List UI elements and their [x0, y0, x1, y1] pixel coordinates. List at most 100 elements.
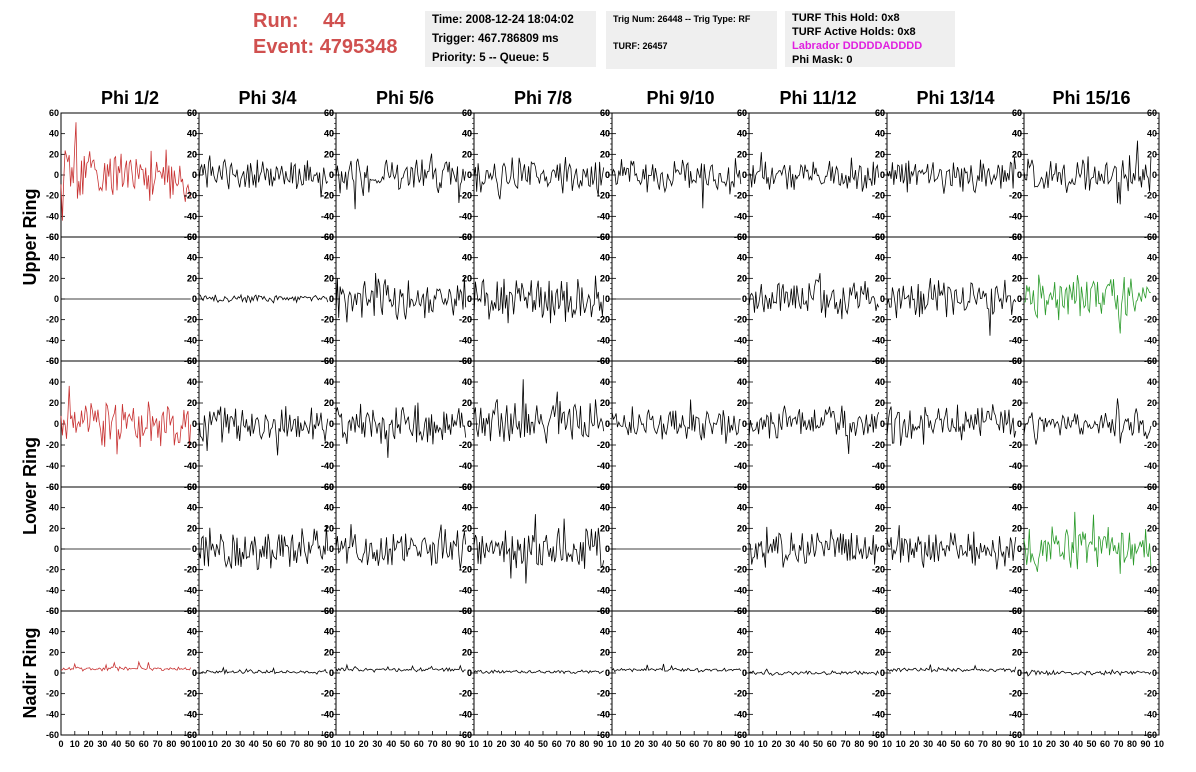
y-tick-label: 0: [329, 419, 334, 429]
y-tick-label: 0: [742, 294, 747, 304]
waveform-trace: [60, 385, 192, 455]
x-tick-label: 80: [579, 739, 589, 749]
y-tick-label: 0: [467, 294, 472, 304]
y-tick-label: 60: [737, 108, 747, 118]
y-tick-label: -20: [734, 689, 747, 699]
y-tick-label: 40: [737, 627, 747, 637]
y-tick-label: 0: [192, 294, 197, 304]
y-tick-label: 60: [737, 482, 747, 492]
y-tick-label: 20: [49, 523, 59, 533]
x-tick-label: 10: [345, 739, 355, 749]
y-tick-label: -20: [734, 689, 747, 699]
x-tick-label: 90: [180, 739, 190, 749]
x-tick-label: 90: [593, 739, 603, 749]
y-tick-label: -40: [597, 585, 610, 595]
y-tick-label: 60: [324, 482, 334, 492]
waveform-trace: [748, 668, 880, 676]
y-tick-label: 20: [462, 523, 472, 533]
y-tick-label: 60: [875, 482, 885, 492]
y-tick-label: 40: [1012, 627, 1022, 637]
y-tick-label: 60: [187, 356, 197, 366]
y-tick-label: 20: [324, 273, 334, 283]
y-tick-label: 20: [875, 398, 885, 408]
y-tick-label: 20: [875, 149, 885, 159]
y-tick-label: -40: [321, 585, 334, 595]
phi-column-title: Phi 5/6: [376, 88, 434, 108]
x-tick-label: 90: [868, 739, 878, 749]
y-tick-label: -20: [46, 191, 59, 201]
y-tick-label: -20: [184, 315, 197, 325]
y-tick-label: 40: [462, 377, 472, 387]
y-tick-label: 0: [329, 170, 334, 180]
y-tick-label: -20: [597, 689, 610, 699]
y-tick-label: 20: [1012, 523, 1022, 533]
y-tick-label: 20: [1012, 149, 1022, 159]
waveform-trace: [1023, 140, 1152, 205]
y-tick-label: 20: [324, 523, 334, 533]
y-tick-label: 20: [600, 273, 610, 283]
y-tick-label: 0: [467, 294, 472, 304]
y-tick-label: 20: [1012, 647, 1022, 657]
y-tick-label: -40: [321, 211, 334, 221]
waveform-trace: [886, 664, 1017, 673]
y-tick-label: -40: [321, 211, 334, 221]
y-tick-label: -20: [321, 191, 334, 201]
phi-column-title: Phi 3/4: [238, 88, 296, 108]
y-tick-label: 40: [737, 253, 747, 263]
y-tick-label: -40: [872, 585, 885, 595]
y-tick-label: 60: [600, 356, 610, 366]
y-tick-label: 0: [192, 668, 197, 678]
y-tick-label: -20: [872, 689, 885, 699]
y-tick-label: -20: [184, 315, 197, 325]
y-tick-label: 0: [880, 419, 885, 429]
panel-frame: [611, 360, 750, 488]
y-tick-label: 0: [467, 419, 472, 429]
turf-hold-line: TURF This Hold: 0x8: [792, 12, 900, 24]
y-tick-label: 20: [462, 523, 472, 533]
y-tick-label: -40: [597, 335, 610, 345]
y-tick-label: 0: [880, 668, 885, 678]
y-tick-label: 0: [1017, 419, 1022, 429]
y-tick-label: 40: [462, 253, 472, 263]
y-tick-label: -60: [46, 606, 59, 616]
y-tick-label: 20: [187, 523, 197, 533]
y-tick-label: 20: [600, 647, 610, 657]
y-tick-label: 20: [324, 647, 334, 657]
y-tick-label: 40: [600, 129, 610, 139]
y-tick-label: -20: [459, 689, 472, 699]
x-tick-label: 40: [799, 739, 809, 749]
x-tick-label: 90: [317, 739, 327, 749]
y-tick-label: 0: [1017, 668, 1022, 678]
y-tick-label: 60: [600, 482, 610, 492]
y-tick-label: 60: [1012, 606, 1022, 616]
y-tick-label: -40: [872, 335, 885, 345]
y-tick-label: 20: [600, 398, 610, 408]
y-tick-label: 60: [875, 356, 885, 366]
y-tick-label: 60: [49, 356, 59, 366]
x-tick-label: 60: [689, 739, 699, 749]
panel-frame: [886, 360, 1025, 488]
waveform-trace: [1023, 511, 1152, 574]
event-label: Event:: [253, 36, 315, 58]
x-tick-label: 50: [262, 739, 272, 749]
y-tick-label: 60: [324, 232, 334, 242]
y-tick-label: 60: [737, 232, 747, 242]
y-tick-label: -60: [459, 730, 472, 740]
y-tick-label: 40: [737, 253, 747, 263]
turf-num-line: TURF: 26457: [613, 41, 668, 51]
y-tick-label: 40: [187, 503, 197, 513]
y-tick-label: -20: [872, 689, 885, 699]
y-tick-label: -60: [872, 730, 885, 740]
y-tick-label: 40: [324, 253, 334, 263]
y-tick-label: 60: [324, 606, 334, 616]
y-tick-label: -20: [1009, 191, 1022, 201]
y-tick-label: 0: [192, 170, 197, 180]
y-tick-label: 40: [875, 129, 885, 139]
